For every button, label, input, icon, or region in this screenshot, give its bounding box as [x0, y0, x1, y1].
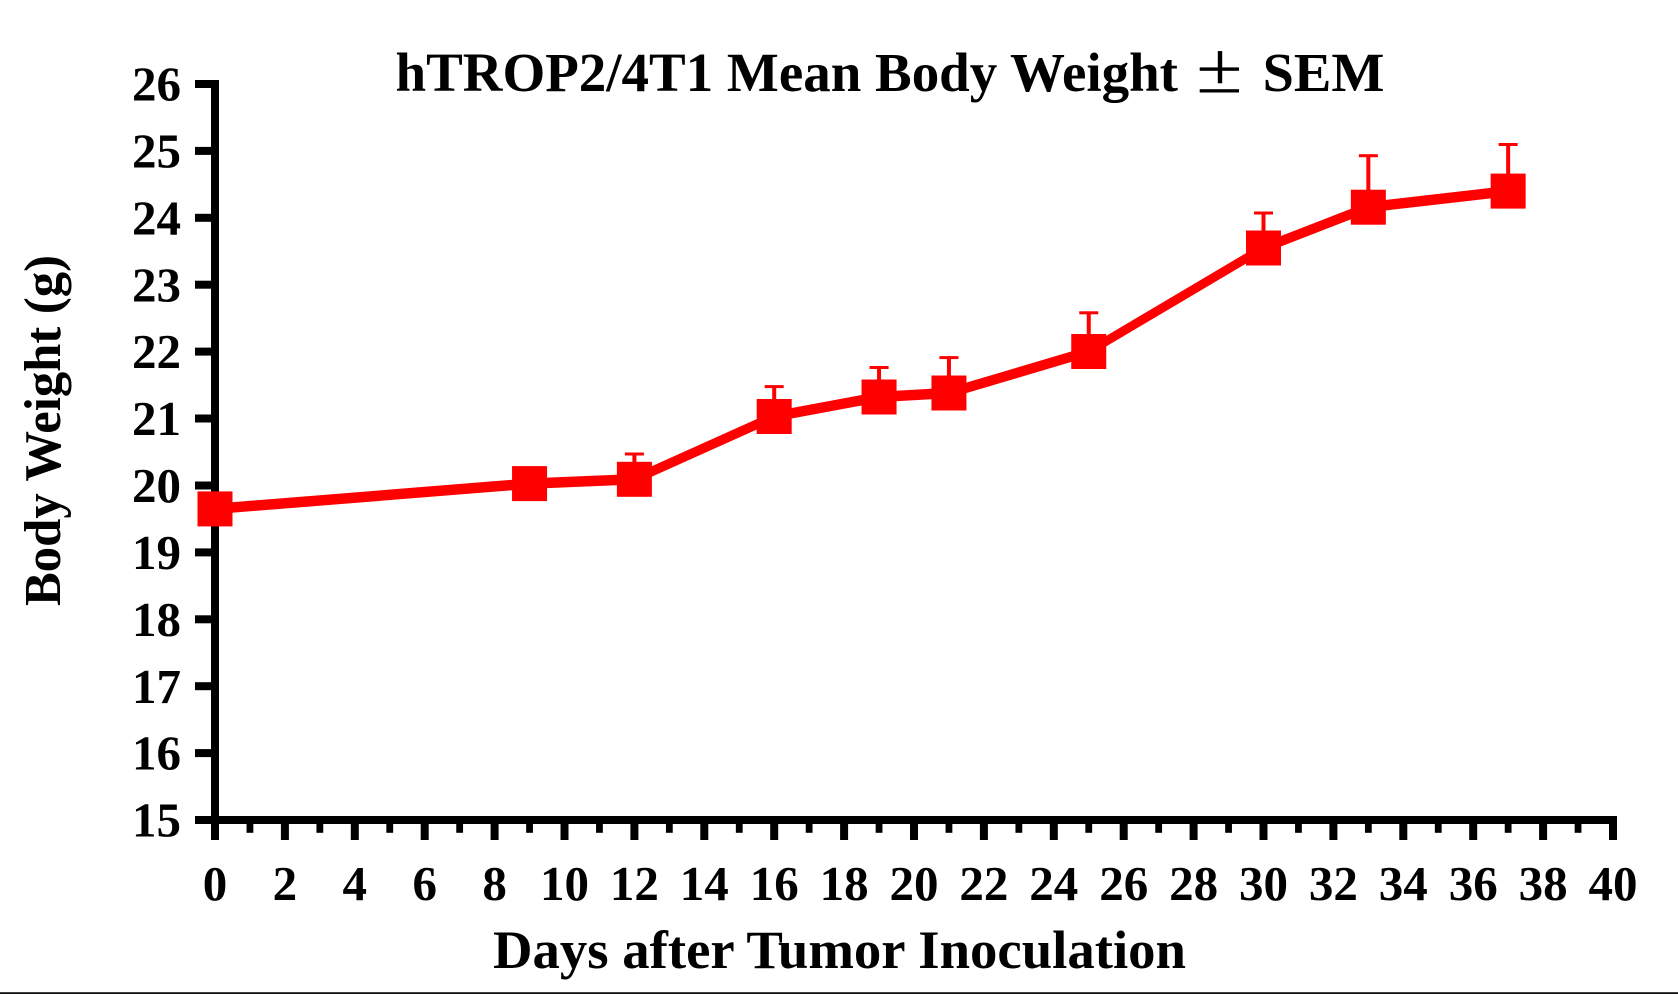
svg-text:19: 19	[132, 525, 181, 580]
svg-text:10: 10	[540, 856, 589, 911]
svg-text:0: 0	[203, 856, 228, 911]
svg-text:Body Weight (g): Body Weight (g)	[15, 255, 72, 606]
svg-text:20: 20	[132, 458, 181, 513]
svg-text:22: 22	[132, 324, 181, 379]
svg-text:6: 6	[412, 856, 437, 911]
svg-text:14: 14	[680, 856, 729, 911]
svg-text:40: 40	[1589, 856, 1638, 911]
svg-text:Days after Tumor Inoculation: Days after Tumor Inoculation	[493, 919, 1186, 980]
svg-text:22: 22	[959, 856, 1008, 911]
svg-text:2: 2	[273, 856, 298, 911]
svg-text:18: 18	[820, 856, 869, 911]
svg-text:34: 34	[1379, 856, 1428, 911]
svg-text:8: 8	[482, 856, 507, 911]
svg-text:24: 24	[1029, 856, 1078, 911]
svg-text:25: 25	[132, 124, 181, 179]
svg-text:hTROP2/4T1 Mean Body Weight: hTROP2/4T1 Mean Body Weight	[396, 43, 1179, 104]
svg-text:12: 12	[610, 856, 659, 911]
svg-text:38: 38	[1519, 856, 1568, 911]
svg-text:4: 4	[343, 856, 368, 911]
svg-text:36: 36	[1449, 856, 1498, 911]
svg-text:30: 30	[1239, 856, 1288, 911]
svg-text:18: 18	[132, 592, 181, 647]
svg-text:17: 17	[132, 659, 181, 714]
svg-text:21: 21	[132, 391, 181, 446]
svg-text:26: 26	[132, 57, 181, 112]
svg-text:20: 20	[890, 856, 939, 911]
svg-text:15: 15	[132, 793, 181, 848]
svg-text:24: 24	[132, 190, 181, 245]
svg-text:28: 28	[1169, 856, 1218, 911]
svg-text:16: 16	[132, 726, 181, 781]
svg-text:SEM: SEM	[1263, 43, 1385, 104]
svg-text:26: 26	[1099, 856, 1148, 911]
svg-text:16: 16	[750, 856, 799, 911]
svg-text:32: 32	[1309, 856, 1358, 911]
svg-text:23: 23	[132, 257, 181, 312]
